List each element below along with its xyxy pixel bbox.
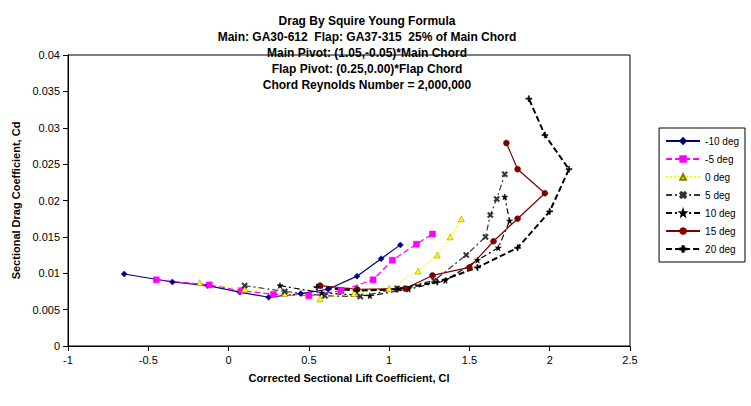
svg-text:-5 deg: -5 deg	[705, 154, 733, 165]
svg-text:0.01: 0.01	[39, 267, 60, 279]
svg-text:0: 0	[54, 340, 60, 352]
svg-text:Main Pivot: (1.05,-0.05)*Main: Main Pivot: (1.05,-0.05)*Main Chord	[267, 46, 467, 60]
svg-text:0.04: 0.04	[39, 49, 60, 61]
svg-text:1: 1	[386, 354, 392, 366]
svg-text:0.015: 0.015	[32, 231, 60, 243]
svg-text:Flap Pivot: (0.25,0.00)*Flap C: Flap Pivot: (0.25,0.00)*Flap Chord	[272, 62, 463, 76]
svg-text:0.03: 0.03	[39, 122, 60, 134]
svg-text:0.035: 0.035	[32, 85, 60, 97]
svg-text:Main: GA30-612 Flap: GA37-315: Main: GA30-612 Flap: GA37-315 25% of Mai…	[218, 30, 517, 44]
svg-text:0 deg: 0 deg	[705, 172, 730, 183]
svg-text:0.5: 0.5	[301, 354, 316, 366]
svg-text:15 deg: 15 deg	[705, 226, 736, 237]
svg-text:0.005: 0.005	[32, 304, 60, 316]
svg-text:5 deg: 5 deg	[705, 190, 730, 201]
svg-text:0.025: 0.025	[32, 158, 60, 170]
svg-text:Sectional Drag Coefficient, Cd: Sectional Drag Coefficient, Cd	[10, 122, 22, 280]
svg-text:Drag By Squire Young Formula: Drag By Squire Young Formula	[279, 14, 456, 28]
svg-text:Corrected Sectional Lift Coeff: Corrected Sectional Lift Coefficient, Cl	[248, 372, 449, 384]
svg-text:0: 0	[226, 354, 232, 366]
svg-text:2.5: 2.5	[622, 354, 637, 366]
svg-text:-1: -1	[63, 354, 73, 366]
svg-text:Chord Reynolds Number = 2,000,: Chord Reynolds Number = 2,000,000	[263, 78, 472, 92]
svg-text:-0.5: -0.5	[139, 354, 158, 366]
svg-text:0.02: 0.02	[39, 195, 60, 207]
svg-text:-10 deg: -10 deg	[705, 136, 739, 147]
svg-text:2: 2	[547, 354, 553, 366]
svg-text:1.5: 1.5	[462, 354, 477, 366]
svg-text:20 deg: 20 deg	[705, 244, 736, 255]
svg-text:10 deg: 10 deg	[705, 208, 736, 219]
